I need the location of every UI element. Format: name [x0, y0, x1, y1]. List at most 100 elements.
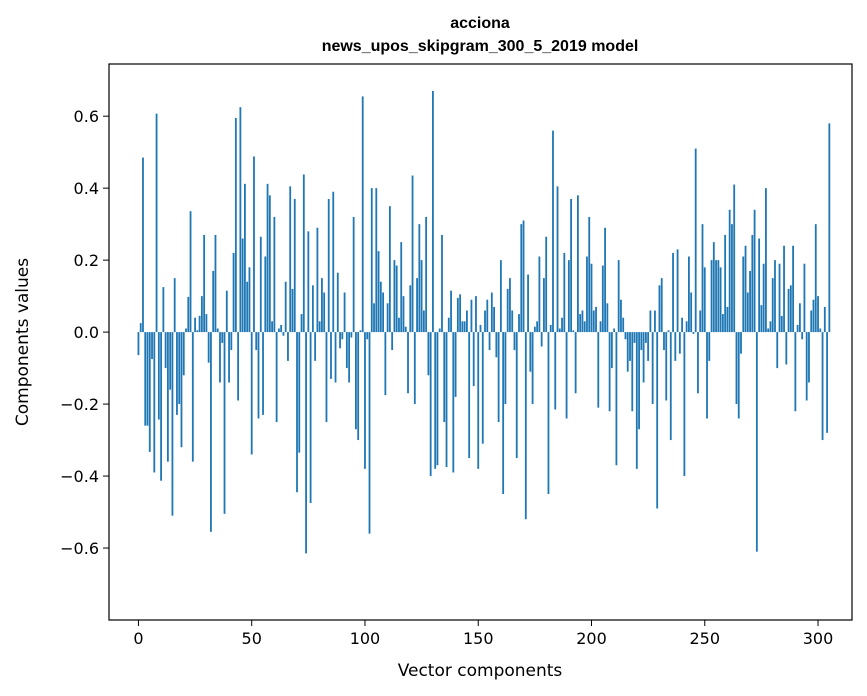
bar-266: [740, 332, 742, 354]
bar-116: [400, 242, 403, 333]
bar-52: [255, 332, 258, 351]
bar-44: [237, 332, 240, 401]
bar-218: [631, 332, 634, 412]
bar-289: [792, 245, 795, 333]
bar-59: [271, 321, 273, 333]
bar-301: [819, 328, 822, 333]
bar-239: [678, 332, 681, 354]
bar-267: [742, 256, 745, 333]
bar-268: [744, 245, 747, 333]
bar-62: [277, 328, 280, 333]
bar-275: [760, 305, 763, 333]
bar-161: [502, 332, 505, 495]
bar-231: [660, 278, 663, 333]
bar-224: [644, 332, 647, 343]
bar-105: [375, 188, 378, 333]
bar-107: [379, 281, 382, 333]
bar-160: [499, 260, 502, 333]
bar-72: [300, 314, 303, 333]
bar-240: [681, 317, 684, 333]
bar-64: [282, 332, 285, 336]
y-tick-label: −0.4: [60, 467, 99, 486]
bar-183: [552, 130, 554, 333]
bar-120: [409, 285, 412, 333]
bar-42: [232, 252, 235, 333]
bar-274: [758, 238, 761, 333]
bar-11: [162, 287, 165, 333]
bar-195: [579, 314, 582, 333]
bar-253: [710, 260, 713, 333]
bar-189: [565, 332, 568, 419]
bar-152: [481, 332, 484, 444]
bar-153: [484, 310, 486, 333]
bar-117: [402, 296, 405, 333]
bar-17: [176, 332, 178, 415]
bar-251: [706, 332, 708, 419]
bar-144: [463, 321, 466, 333]
bar-146: [468, 332, 471, 459]
bar-168: [518, 314, 520, 333]
x-axis-label: Vector components: [398, 661, 563, 681]
bar-261: [728, 209, 731, 333]
bar-201: [592, 310, 595, 333]
plot-frame: [108, 63, 853, 621]
bar-37: [221, 332, 224, 343]
bar-86: [332, 191, 335, 333]
bar-295: [805, 332, 808, 401]
bar-118: [404, 326, 407, 333]
bar-139: [452, 332, 455, 473]
bar-186: [558, 328, 561, 333]
bar-292: [798, 303, 801, 333]
bar-197: [583, 321, 586, 333]
bar-104: [373, 303, 375, 333]
bar-181: [547, 332, 550, 495]
bar-134: [441, 234, 443, 333]
bar-163: [506, 288, 509, 333]
bar-282: [776, 332, 779, 369]
bar-184: [554, 332, 557, 410]
bar-260: [726, 306, 729, 333]
bar-34: [214, 234, 217, 333]
bar-162: [504, 332, 507, 405]
bar-143: [461, 321, 464, 333]
x-tick-label: 150: [463, 629, 494, 648]
bar-263: [733, 184, 736, 333]
bar-296: [808, 332, 810, 383]
bar-92: [345, 332, 348, 369]
bar-138: [450, 290, 452, 333]
bar-198: [586, 256, 588, 333]
bar-145: [466, 310, 468, 333]
bar-285: [783, 245, 785, 333]
bar-77: [311, 285, 314, 333]
x-axis-ticks: 0 50 100 150 200 250 300: [133, 620, 833, 648]
bar-90: [341, 332, 344, 340]
bar-226: [649, 310, 652, 333]
bar-304: [826, 332, 828, 433]
bar-202: [595, 306, 597, 333]
bar-12: [164, 332, 167, 369]
bar-112: [391, 332, 394, 351]
bar-200: [590, 263, 593, 333]
bar-38: [223, 332, 226, 514]
bar-221: [638, 332, 640, 430]
bar-57: [266, 183, 269, 333]
bar-25: [194, 317, 196, 333]
bar-97: [357, 332, 360, 441]
bar-156: [490, 292, 493, 333]
bar-35: [216, 328, 219, 333]
bar-154: [486, 299, 489, 333]
bar-36: [219, 332, 221, 383]
bar-174: [531, 332, 534, 405]
y-axis-label: Components values: [13, 258, 33, 426]
bar-151: [479, 324, 482, 333]
bar-204: [599, 321, 602, 333]
bar-14: [169, 332, 172, 390]
bar-238: [676, 249, 679, 333]
bar-96: [355, 332, 357, 430]
bar-70: [296, 332, 298, 493]
bar-179: [543, 278, 545, 333]
bar-303: [823, 306, 826, 333]
bar-229: [656, 332, 659, 509]
bar-250: [703, 267, 706, 333]
bar-219: [633, 332, 636, 343]
